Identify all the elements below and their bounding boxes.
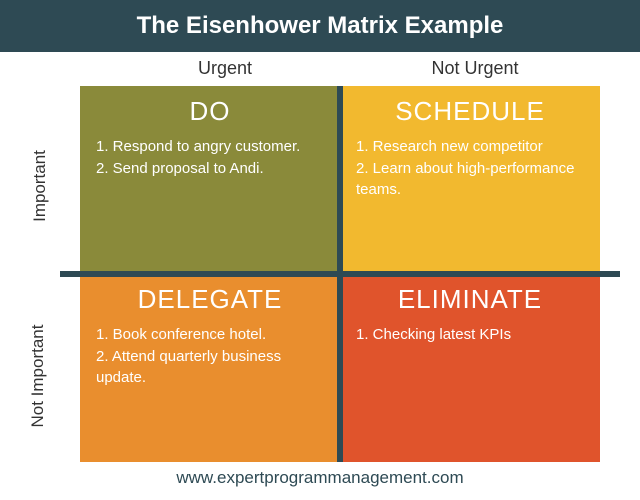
quad-item: 2. Send proposal to Andi. bbox=[96, 159, 324, 179]
divider-horizontal bbox=[60, 271, 620, 277]
row-label-important: Important bbox=[30, 136, 50, 236]
quadrant-eliminate: ELIMINATE 1. Checking latest KPIs bbox=[340, 274, 600, 462]
quad-title: SCHEDULE bbox=[356, 96, 584, 127]
quadrant-do: DO 1. Respond to angry customer. 2. Send… bbox=[80, 86, 340, 274]
page-title: The Eisenhower Matrix Example bbox=[137, 12, 504, 39]
row-label-not-important: Not Important bbox=[28, 316, 48, 436]
title-bar: The Eisenhower Matrix Example bbox=[0, 0, 640, 52]
quad-title: DO bbox=[96, 96, 324, 127]
quad-items: 1. Respond to angry customer. 2. Send pr… bbox=[96, 137, 324, 180]
eisenhower-matrix: The Eisenhower Matrix Example Urgent Not… bbox=[0, 0, 640, 500]
quad-item: 1. Respond to angry customer. bbox=[96, 137, 324, 157]
row-labels: Important Not Important bbox=[0, 86, 60, 462]
column-labels: Urgent Not Urgent bbox=[100, 58, 600, 86]
quad-item: 1. Research new competitor bbox=[356, 137, 584, 157]
matrix-area: Urgent Not Urgent Important Not Importan… bbox=[0, 52, 640, 462]
col-label-not-urgent: Not Urgent bbox=[350, 58, 600, 86]
quad-title: ELIMINATE bbox=[356, 284, 584, 315]
quadrant-delegate: DELEGATE 1. Book conference hotel. 2. At… bbox=[80, 274, 340, 462]
col-label-urgent: Urgent bbox=[100, 58, 350, 86]
quad-items: 1. Research new competitor 2. Learn abou… bbox=[356, 137, 584, 200]
quad-items: 1. Book conference hotel. 2. Attend quar… bbox=[96, 325, 324, 388]
quad-items: 1. Checking latest KPIs bbox=[356, 325, 584, 345]
quad-item: 1. Book conference hotel. bbox=[96, 325, 324, 345]
footer-url: www.expertprogrammanagement.com bbox=[0, 462, 640, 488]
quad-item: 2. Learn about high-performance teams. bbox=[356, 159, 584, 200]
quad-item: 2. Attend quarterly business update. bbox=[96, 347, 324, 388]
quad-title: DELEGATE bbox=[96, 284, 324, 315]
quadrant-schedule: SCHEDULE 1. Research new competitor 2. L… bbox=[340, 86, 600, 274]
quad-item: 1. Checking latest KPIs bbox=[356, 325, 584, 345]
